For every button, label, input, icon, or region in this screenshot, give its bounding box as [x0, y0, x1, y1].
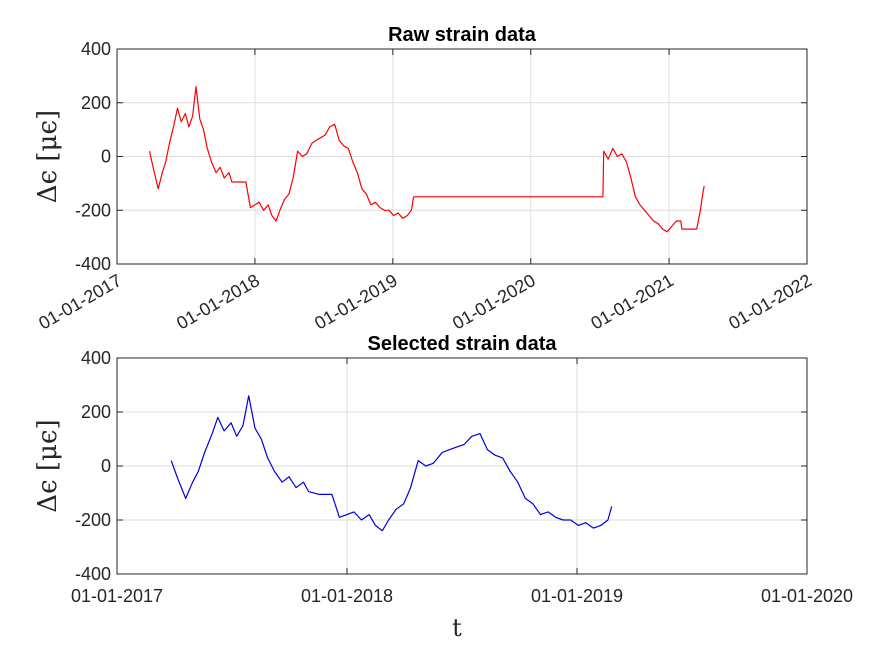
y-axis-label: Δϵ [μϵ] [33, 419, 63, 512]
x-tick-label: 01-01-2019 [311, 270, 401, 333]
x-tick-label: 01-01-2017 [71, 586, 163, 606]
chart-2: -400 -200 0 200 400 01-01-2017 01-01-2018 01-01… [33, 333, 853, 642]
x-tick-label: 01-01-2021 [587, 270, 677, 333]
chart-1: -400 -200 0 200 400 01-01-2017 01-01-2018 01-01… [33, 24, 815, 334]
x-tick-label: 01-01-2020 [449, 270, 539, 333]
y-tick-label: 200 [81, 93, 111, 113]
y-tick-label: 400 [81, 39, 111, 59]
y-tick-label: 400 [81, 348, 111, 368]
series-line-1 [170, 395, 613, 532]
y-tick-label: 0 [101, 147, 111, 167]
x-tick-label: 01-01-2017 [35, 270, 125, 333]
y-axis-label: Δϵ [μϵ] [33, 110, 63, 203]
x-axis-label: t [452, 614, 462, 642]
x-tick-label: 01-01-2019 [531, 586, 623, 606]
y-tick-label: -200 [75, 510, 111, 530]
x-tick-label: 01-01-2018 [301, 586, 393, 606]
y-tick-label: 0 [101, 456, 111, 476]
x-tick-label: 01-01-2020 [761, 586, 853, 606]
y-tick-label: 200 [81, 402, 111, 422]
x-tick-label: 01-01-2022 [725, 270, 815, 333]
x-tick-label: 01-01-2018 [173, 270, 263, 333]
y-tick-label: -400 [75, 564, 111, 584]
chart-title: Selected strain data [368, 333, 558, 355]
y-tick-label: -400 [75, 254, 111, 274]
y-tick-label: -200 [75, 200, 111, 220]
chart-title: Raw strain data [388, 24, 537, 46]
series-line-1 [148, 85, 705, 233]
